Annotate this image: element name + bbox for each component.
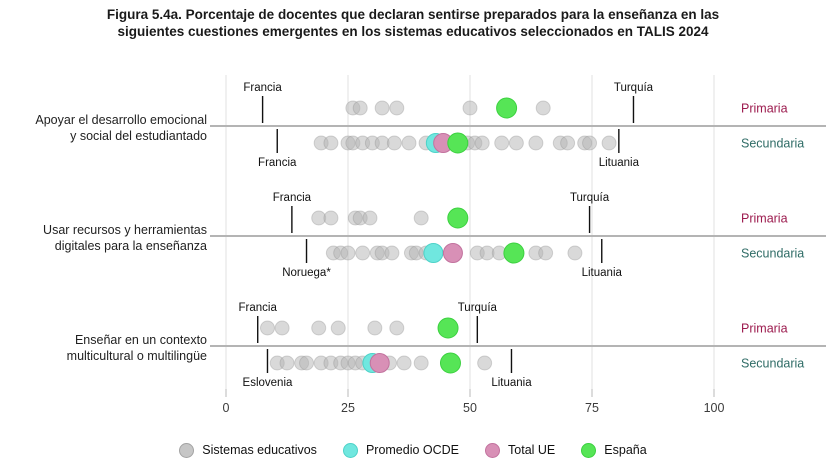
axis-tick-label: 100 [704,401,725,415]
system-dot [274,320,290,336]
level-label-primaria: Primaria [741,102,788,116]
system-dot [528,135,544,151]
espana-dot [439,352,461,374]
system-dot [323,135,339,151]
axis-tick-label: 75 [585,401,599,415]
category-label: Apoyar el desarrollo emocional [35,113,207,127]
axis-tick-label: 50 [463,401,477,415]
system-dot [367,320,383,336]
system-dot [413,355,429,371]
legend-item-sistemas-educativos: Sistemas educativos [179,442,317,458]
axis-tick-label: 25 [341,401,355,415]
callout-label: Lituania [582,267,623,279]
figure-title-line1: Figura 5.4a. Porcentaje de docentes que … [106,7,720,22]
level-label-secundaria: Secundaria [741,247,804,261]
system-dot [259,320,275,336]
ocde-dot [423,243,444,263]
espana-dot [447,132,469,154]
espana-dot [437,317,459,339]
espana-dot [447,207,469,229]
category-label: y social del estudiantado [70,129,207,143]
legend-item-promedio-ocde: Promedio OCDE [342,442,460,458]
system-dot [374,100,390,116]
espana-dot [503,242,525,264]
category-label: digitales para la enseñanza [55,239,207,253]
system-dot [389,100,405,116]
system-dot [279,355,295,371]
system-dot [340,245,356,261]
system-dot [474,135,490,151]
callout-label: Turquía [458,302,498,314]
legend-item-espana: España [581,442,647,458]
system-dot [413,210,429,226]
system-dot [352,100,368,116]
callout-label: Noruega* [282,267,331,279]
system-dot [401,135,417,151]
legend-dot-sistemas-educativos [179,442,195,458]
callout-label: Turquía [570,192,610,204]
system-dot [355,245,371,261]
system-dot [494,135,510,151]
figure-title-line2: siguientes cuestiones emergentes en los … [117,24,709,39]
system-dot [538,245,554,261]
legend-dot-promedio-ocde [342,442,358,458]
callout-label: Francia [243,82,282,94]
system-dot [567,245,583,261]
system-dot [508,135,524,151]
legend-label-sistemas-educativos: Sistemas educativos [202,443,317,457]
callout-label: Francia [273,192,312,204]
callout-label: Lituania [491,377,532,389]
legend-dot-espana [581,442,597,458]
callout-label: Lituania [599,157,640,169]
system-dot [323,210,339,226]
legend: Sistemas educativos Promedio OCDE Total … [0,437,826,463]
system-dot [582,135,598,151]
callout-label: Francia [258,157,297,169]
ue-dot [369,353,390,373]
level-label-secundaria: Secundaria [741,137,804,151]
system-dot [311,320,327,336]
system-dot [535,100,551,116]
callout-label: Turquía [614,82,654,94]
system-dot [389,320,405,336]
callout-label: Eslovenia [243,377,293,389]
category-label: Enseñar en un contexto [75,333,207,347]
figure-title: Figura 5.4a. Porcentaje de docentes que … [0,6,826,40]
system-dot [477,355,493,371]
system-dot [299,355,315,371]
axis-tick-label: 0 [223,401,230,415]
category-label: Usar recursos y herramientas [43,223,207,237]
legend-dot-total-ue [485,442,501,458]
system-dot [601,135,617,151]
legend-label-promedio-ocde: Promedio OCDE [365,443,460,457]
level-label-primaria: Primaria [741,322,788,336]
espana-dot [496,97,518,119]
callout-label: Francia [239,302,278,314]
level-label-secundaria: Secundaria [741,357,804,371]
system-dot [396,355,412,371]
level-label-primaria: Primaria [741,212,788,226]
ue-dot [442,243,463,263]
legend-item-total-ue: Total UE [485,442,556,458]
category-label: multicultural o multilingüe [67,349,207,363]
legend-label-espana: España [604,443,647,457]
legend-label-total-ue: Total UE [508,443,556,457]
system-dot [384,245,400,261]
system-dot [462,100,478,116]
system-dot [560,135,576,151]
system-dot [330,320,346,336]
system-dot [386,135,402,151]
system-dot [362,210,378,226]
